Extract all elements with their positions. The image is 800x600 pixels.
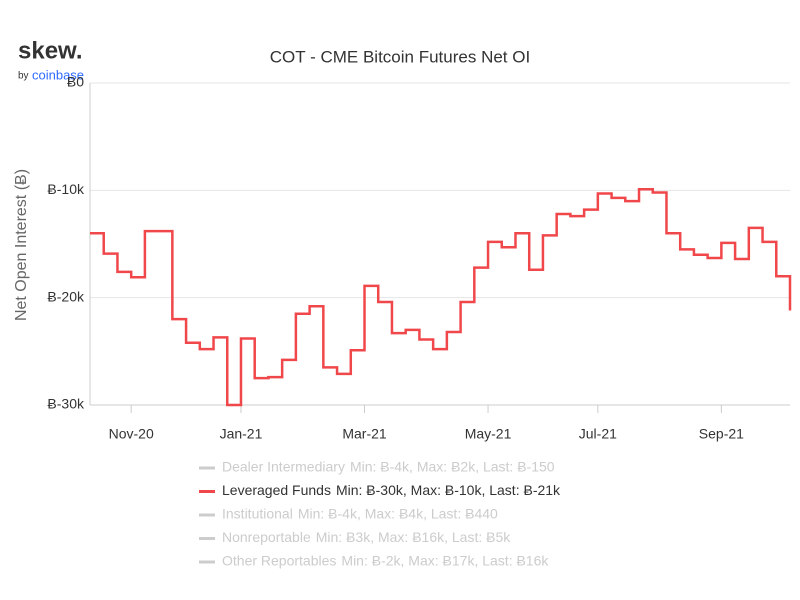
legend-stats: Min: Ƀ3k, Max: Ƀ16k, Last: Ƀ5k	[316, 529, 512, 545]
x-tick-label: May-21	[465, 426, 512, 442]
legend-name: Nonreportable	[222, 529, 311, 545]
logo-name: skew.	[18, 37, 83, 64]
legend-name: Institutional	[222, 506, 293, 522]
x-tick-label: Jan-21	[220, 426, 263, 442]
legend-stats: Min: Ƀ-4k, Max: Ƀ4k, Last: Ƀ440	[298, 506, 498, 522]
legend-stats: Min: Ƀ-30k, Max: Ƀ-10k, Last: Ƀ-21k	[336, 482, 561, 498]
legend-stats: Min: Ƀ-2k, Max: Ƀ17k, Last: Ƀ16k	[341, 553, 549, 569]
logo-by: by	[18, 71, 29, 82]
y-axis-label: Net Open Interest (Ƀ)	[13, 169, 30, 321]
x-tick-label: Nov-20	[109, 426, 154, 442]
legend-name: Dealer Intermediary	[222, 459, 345, 475]
x-tick-label: Mar-21	[342, 426, 387, 442]
step-line	[90, 188, 792, 407]
x-tick-label: Sep-21	[699, 426, 744, 442]
x-tick-label: Jul-21	[579, 426, 617, 442]
legend-name: Leveraged Funds	[222, 482, 331, 498]
y-tick-label: Ƀ-10k	[47, 181, 85, 197]
y-tick-label: Ƀ-20k	[47, 288, 85, 304]
legend-name: Other Reportables	[222, 553, 336, 569]
logo-brand: coinbase	[32, 67, 84, 82]
y-tick-label: Ƀ0	[67, 74, 84, 90]
y-tick-label: Ƀ-30k	[47, 396, 85, 412]
legend-stats: Min: Ƀ-4k, Max: Ƀ2k, Last: Ƀ-150	[350, 459, 555, 475]
chart-title: COT - CME Bitcoin Futures Net OI	[270, 47, 530, 66]
